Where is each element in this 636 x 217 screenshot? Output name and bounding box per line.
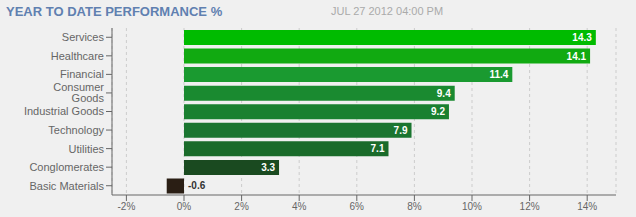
- svg-text:7.1: 7.1: [371, 143, 385, 154]
- html-text:YEAR TO DATE PERFORMANCE %: YEAR TO DATE PERFORMANCE %: [6, 4, 223, 19]
- svg-text:Healthcare: Healthcare: [51, 50, 104, 62]
- svg-text:Basic Materials: Basic Materials: [29, 180, 104, 192]
- svg-text:12%: 12%: [520, 201, 540, 212]
- svg-text:Technology: Technology: [48, 124, 104, 136]
- svg-text:11.4: 11.4: [489, 69, 508, 80]
- svg-text:Conglomerates: Conglomerates: [29, 161, 104, 173]
- svg-text:3.3: 3.3: [261, 162, 275, 173]
- svg-text:4%: 4%: [292, 201, 307, 212]
- svg-text:14.1: 14.1: [567, 51, 587, 62]
- html-text:JUL 27 2012 04:00 PM: JUL 27 2012 04:00 PM: [331, 5, 444, 17]
- svg-text:8%: 8%: [407, 201, 422, 212]
- svg-text:-2%: -2%: [118, 201, 136, 212]
- svg-text:Industrial Goods: Industrial Goods: [24, 105, 105, 117]
- svg-text:14.3: 14.3: [572, 32, 592, 43]
- svg-text:ConsumerGoods: ConsumerGoods: [53, 81, 104, 104]
- svg-text:14%: 14%: [577, 201, 597, 212]
- svg-text:9.2: 9.2: [431, 106, 445, 117]
- svg-text:Financial: Financial: [60, 68, 104, 80]
- svg-text:7.9: 7.9: [394, 125, 408, 136]
- svg-text:10%: 10%: [462, 201, 482, 212]
- svg-text:9.4: 9.4: [437, 88, 451, 99]
- svg-text:6%: 6%: [350, 201, 365, 212]
- svg-text:Services: Services: [62, 31, 105, 43]
- svg-text:Utilities: Utilities: [69, 143, 105, 155]
- svg-text:0%: 0%: [177, 201, 192, 212]
- svg-text:2%: 2%: [234, 201, 249, 212]
- svg-text:-0.6: -0.6: [188, 180, 206, 191]
